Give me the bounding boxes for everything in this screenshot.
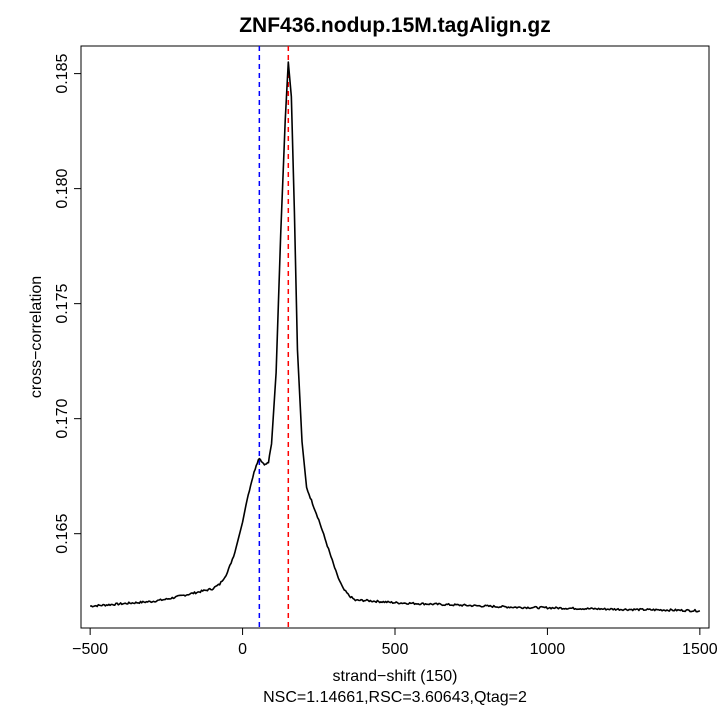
x-tick-label: 1500 xyxy=(682,641,718,658)
chart-subtitle: NSC=1.14661,RSC=3.60643,Qtag=2 xyxy=(263,689,527,706)
x-tick-label: 1000 xyxy=(530,641,566,658)
y-tick-label: 0.170 xyxy=(54,399,71,439)
y-tick-label: 0.185 xyxy=(54,53,71,93)
y-axis-label: cross−correlation xyxy=(28,276,45,398)
series-line xyxy=(89,61,701,613)
chart-title: ZNF436.nodup.15M.tagAlign.gz xyxy=(239,14,551,37)
x-tick-label: 0 xyxy=(238,641,247,658)
y-axis: 0.165 0.170 0.175 0.180 0.185 xyxy=(54,53,81,554)
y-tick-label: 0.175 xyxy=(54,284,71,324)
reference-lines xyxy=(258,46,290,628)
x-tick-label: 500 xyxy=(382,641,409,658)
y-tick-label: 0.180 xyxy=(54,169,71,209)
x-axis-label: strand−shift (150) xyxy=(333,668,458,685)
x-axis: −500 0 500 1000 1500 xyxy=(72,628,718,658)
x-tick-label: −500 xyxy=(72,641,108,658)
series-layer xyxy=(89,61,701,613)
plot-frame xyxy=(80,45,710,629)
y-tick-label: 0.165 xyxy=(54,514,71,554)
